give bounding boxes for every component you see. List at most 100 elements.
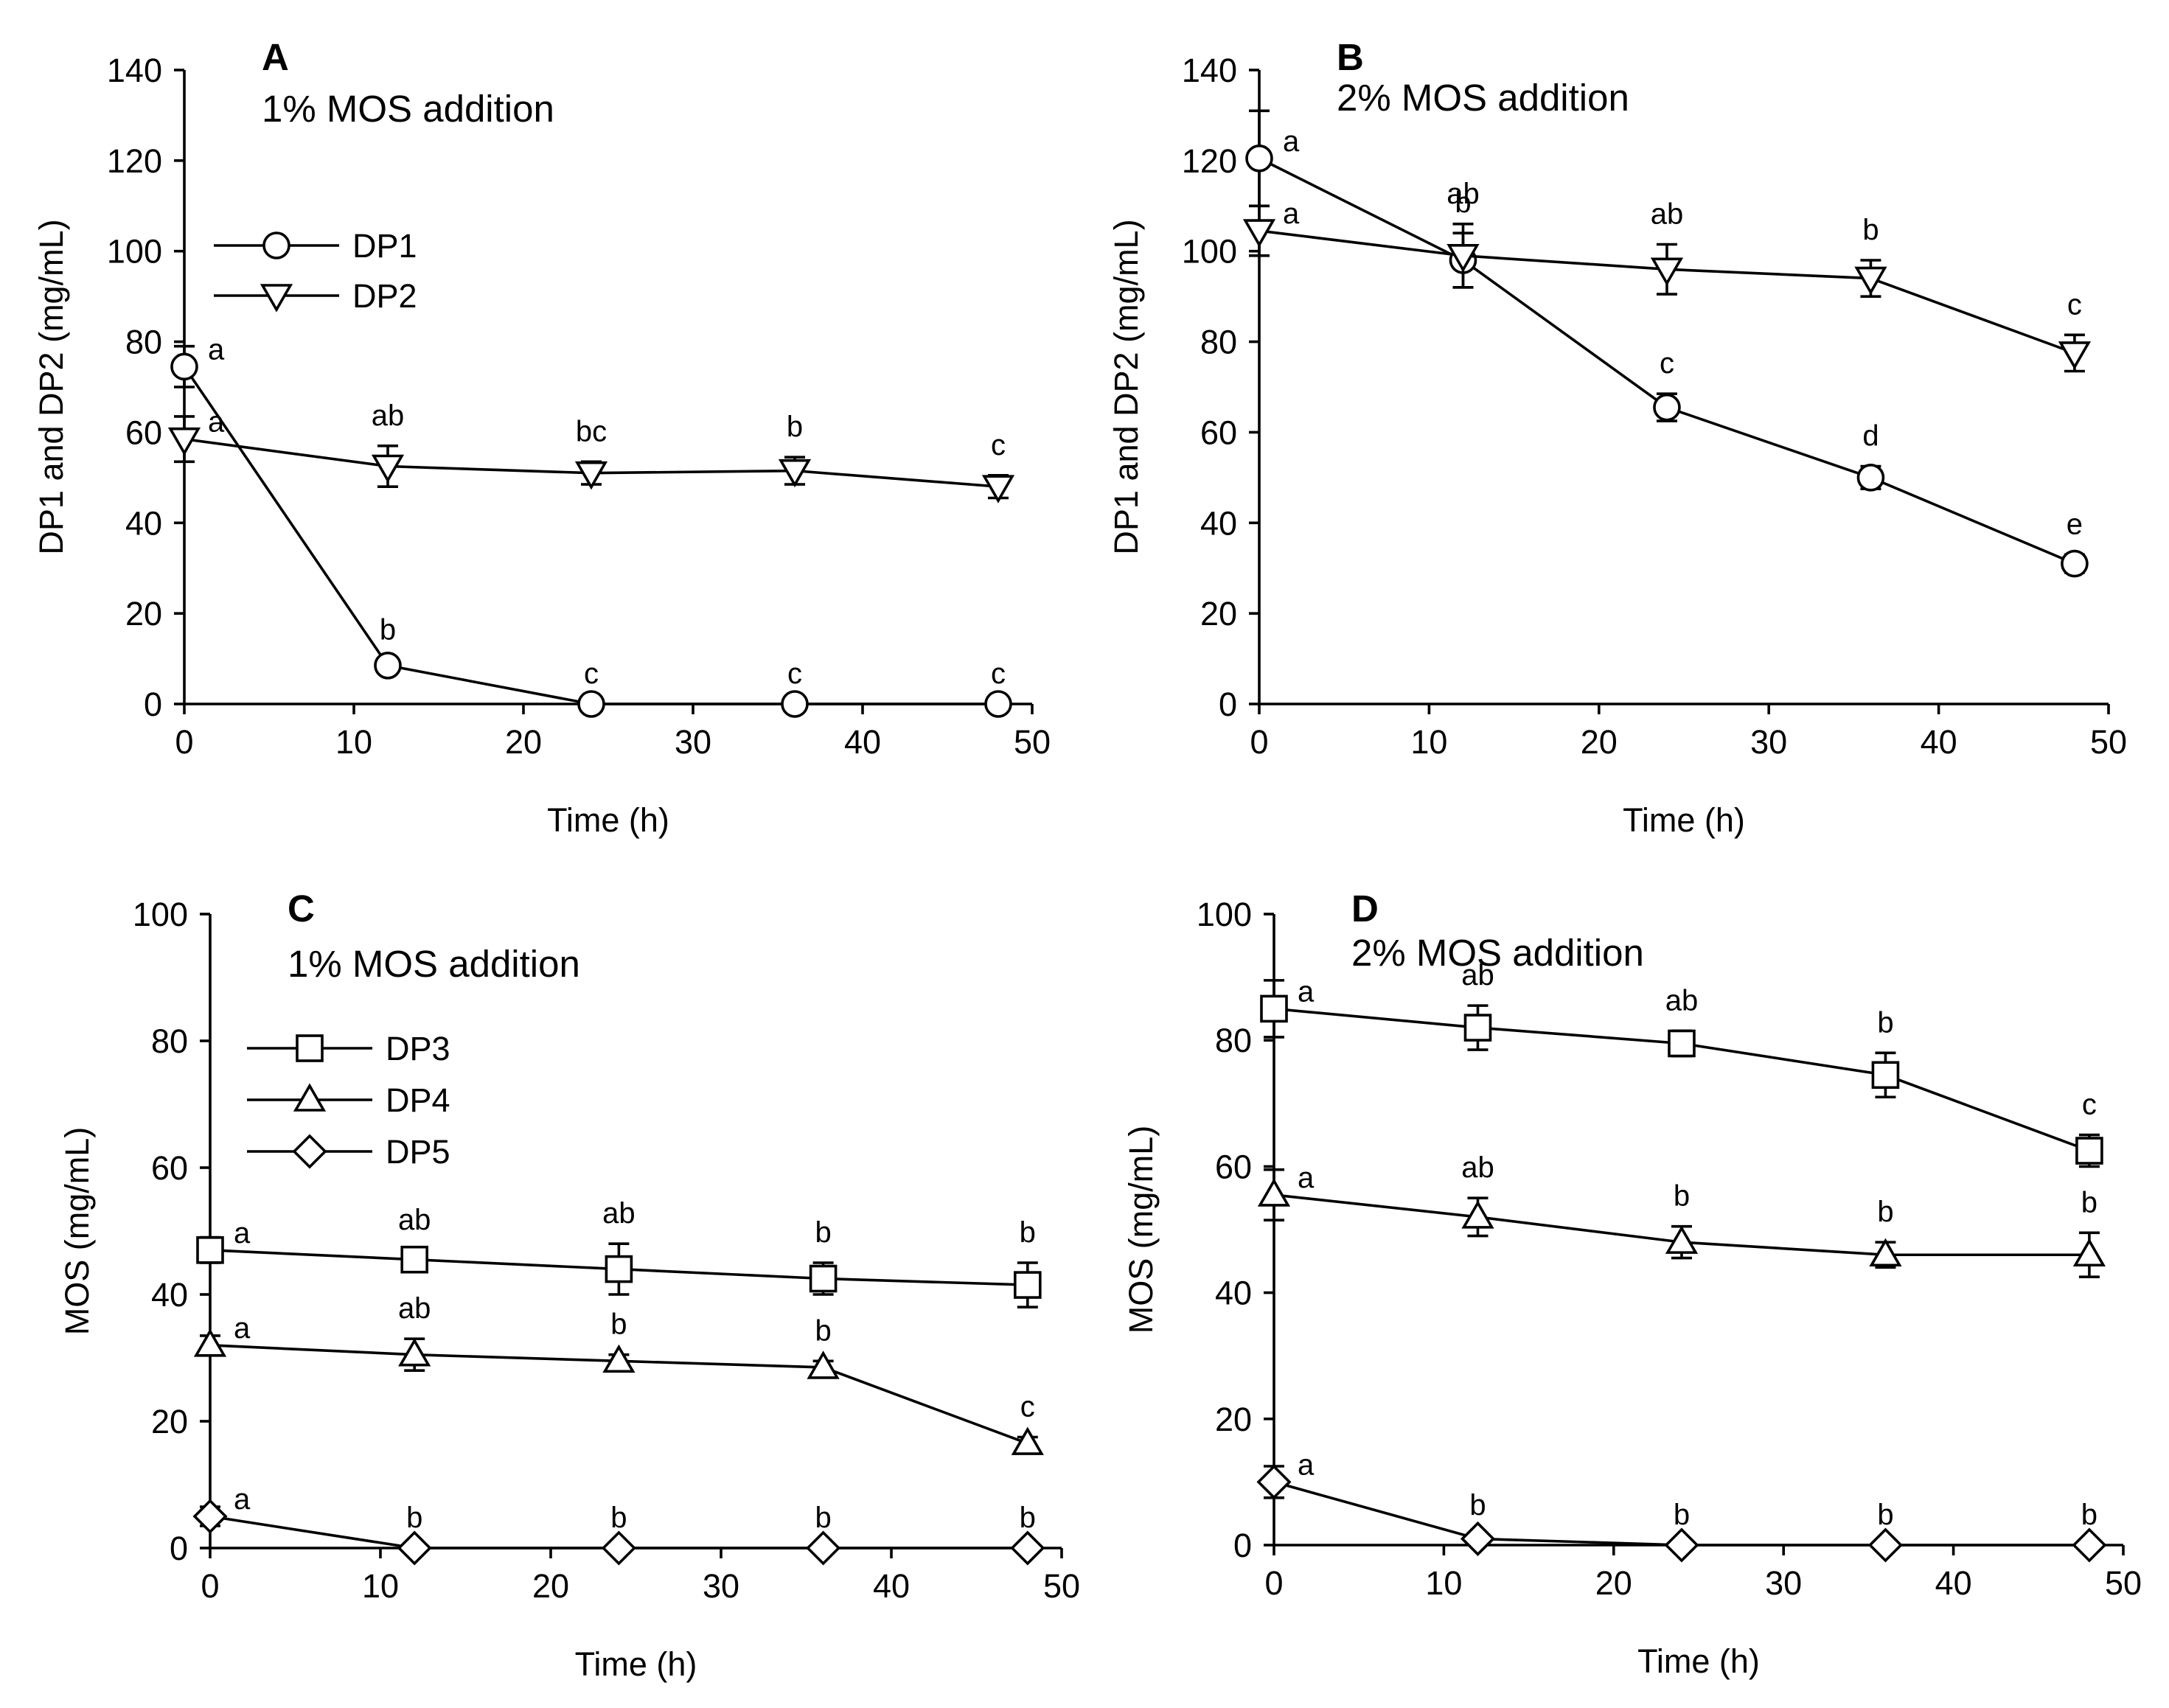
data-point-dp3 bbox=[1463, 1014, 1492, 1042]
data-point-dp5 bbox=[1460, 1521, 1496, 1556]
x-tick-label: 50 bbox=[2105, 1564, 2142, 1602]
data-point-dp1 bbox=[1856, 464, 1885, 492]
series-dp5: a b b b b bbox=[1256, 1449, 2107, 1563]
x-tick-label: 40 bbox=[844, 723, 881, 761]
significance-label: b bbox=[1469, 1489, 1486, 1521]
x-tick-label: 40 bbox=[1921, 723, 1957, 761]
x-axis-title: Time (h) bbox=[575, 1645, 697, 1683]
significance-label: c bbox=[584, 658, 599, 690]
significance-label: c bbox=[991, 658, 1006, 690]
panel-letter: C bbox=[288, 888, 315, 930]
y-tick-label: 120 bbox=[1182, 142, 1237, 180]
legend-marker bbox=[293, 1083, 327, 1112]
x-tick-label: 50 bbox=[2090, 723, 2127, 761]
data-point-dp3 bbox=[1871, 1061, 1900, 1090]
data-point-dp4 bbox=[193, 1328, 227, 1357]
y-tick-label: 80 bbox=[125, 324, 162, 361]
y-tick-label: 20 bbox=[1200, 595, 1237, 632]
data-point-dp3 bbox=[196, 1236, 224, 1264]
y-tick-label: 60 bbox=[1215, 1148, 1252, 1185]
significance-label: b bbox=[1020, 1502, 1036, 1534]
data-point-dp2 bbox=[1242, 219, 1276, 248]
data-point-dp3 bbox=[809, 1264, 838, 1293]
x-tick-label: 10 bbox=[362, 1567, 399, 1605]
significance-label: ab bbox=[1651, 198, 1684, 231]
data-point-dp5 bbox=[1664, 1527, 1699, 1563]
y-tick-label: 120 bbox=[107, 142, 162, 180]
x-axis-title: Time (h) bbox=[1623, 801, 1745, 839]
y-tick-label: 20 bbox=[125, 595, 162, 632]
data-point-dp1 bbox=[1245, 144, 1273, 172]
y-tick-label: 60 bbox=[125, 414, 162, 451]
legend-label: DP4 bbox=[386, 1081, 450, 1119]
data-point-dp2 bbox=[371, 454, 405, 484]
significance-label: a bbox=[208, 406, 225, 439]
significance-label: c bbox=[1660, 347, 1674, 380]
data-point-dp2 bbox=[1650, 257, 1684, 286]
significance-label: ab bbox=[372, 400, 405, 432]
x-axis-title: Time (h) bbox=[1637, 1642, 1760, 1680]
data-point-dp4 bbox=[1011, 1426, 1044, 1455]
panel-letter: A bbox=[262, 36, 289, 78]
data-point-dp4 bbox=[1461, 1200, 1494, 1229]
data-point-dp2 bbox=[2058, 341, 2092, 370]
y-axis-title: DP1 and DP2 (mg/mL) bbox=[32, 219, 70, 554]
significance-label: a bbox=[234, 1217, 251, 1249]
significance-label: c bbox=[787, 658, 802, 690]
x-tick-label: 30 bbox=[703, 1567, 739, 1605]
data-point-dp3 bbox=[605, 1255, 633, 1283]
significance-label: c bbox=[2067, 288, 2082, 321]
x-tick-label: 30 bbox=[1750, 723, 1787, 761]
x-tick-label: 0 bbox=[1264, 1564, 1283, 1602]
y-tick-label: 140 bbox=[1182, 52, 1237, 89]
significance-label: b bbox=[815, 1216, 831, 1249]
data-point-dp2 bbox=[1854, 266, 1887, 296]
axes-frame bbox=[183, 70, 1032, 705]
data-point-dp5 bbox=[806, 1530, 841, 1566]
x-tick-label: 40 bbox=[873, 1567, 910, 1605]
significance-label: ab bbox=[398, 1292, 431, 1325]
data-point-dp5 bbox=[1010, 1530, 1045, 1566]
legend-label: DP2 bbox=[352, 277, 417, 315]
significance-label: a bbox=[1283, 125, 1300, 158]
series-dp3: a ab ab b c bbox=[1260, 959, 2103, 1168]
data-point-dp2 bbox=[574, 461, 608, 490]
data-point-dp4 bbox=[807, 1350, 840, 1379]
y-tick-label: 100 bbox=[1182, 233, 1237, 271]
significance-label: b bbox=[1674, 1180, 1690, 1213]
significance-label: b bbox=[610, 1502, 627, 1534]
panel-subtitle: 2% MOS addition bbox=[1337, 77, 1629, 119]
y-tick-label: 0 bbox=[1233, 1527, 1252, 1564]
data-point-dp2 bbox=[778, 459, 812, 488]
data-point-dp1 bbox=[781, 690, 809, 718]
data-point-dp4 bbox=[1869, 1238, 1902, 1267]
x-tick-label: 0 bbox=[175, 723, 193, 761]
significance-label: a bbox=[234, 1483, 251, 1516]
data-point-dp1 bbox=[2061, 549, 2089, 578]
panel-letter: D bbox=[1351, 888, 1379, 930]
y-tick-label: 40 bbox=[125, 504, 162, 542]
data-point-dp4 bbox=[602, 1344, 636, 1373]
x-tick-label: 10 bbox=[1410, 723, 1447, 761]
significance-label: ab bbox=[398, 1204, 431, 1236]
panel-letter: B bbox=[1337, 36, 1364, 78]
data-point-dp3 bbox=[1668, 1029, 1696, 1058]
x-axis-title: Time (h) bbox=[547, 801, 669, 839]
axes-frame bbox=[209, 914, 1062, 1550]
significance-label: ab bbox=[1461, 959, 1494, 991]
significance-label: b bbox=[1674, 1499, 1690, 1531]
y-axis-title: MOS (mg/mL) bbox=[58, 1127, 96, 1336]
significance-label: d bbox=[1862, 420, 1879, 453]
significance-label: a bbox=[208, 333, 225, 366]
data-point-dp4 bbox=[2072, 1238, 2106, 1267]
data-point-dp1 bbox=[577, 690, 605, 718]
significance-label: c bbox=[2082, 1089, 2097, 1121]
panel-subtitle: 1% MOS addition bbox=[262, 88, 554, 130]
legend-label: DP1 bbox=[352, 227, 417, 265]
significance-label: a bbox=[1283, 198, 1300, 230]
data-point-dp5 bbox=[192, 1499, 228, 1534]
